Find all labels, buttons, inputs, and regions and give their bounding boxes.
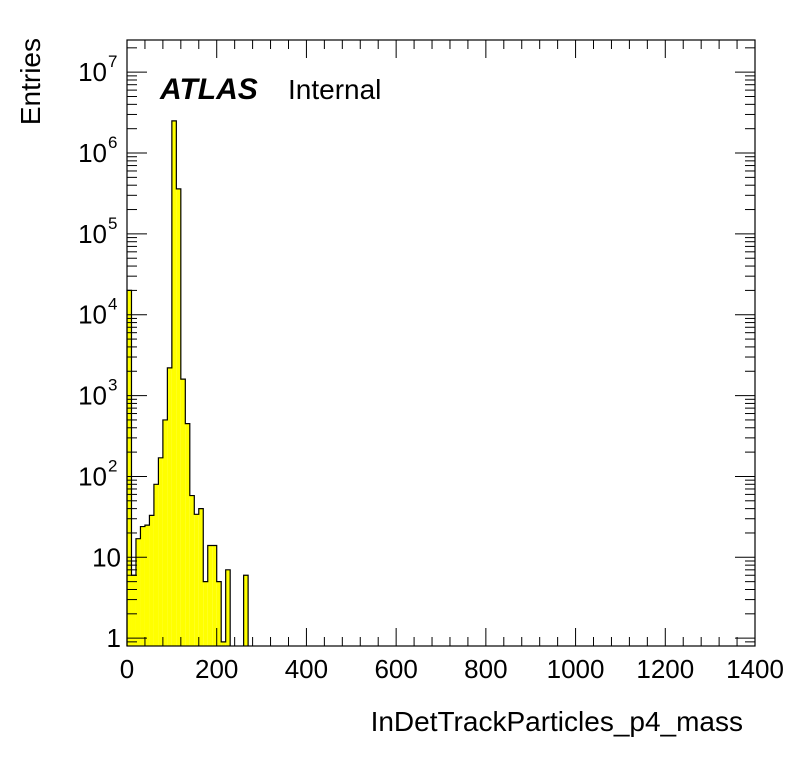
y-tick-label: 10 — [78, 57, 107, 87]
histogram-bar — [243, 575, 249, 646]
histogram-bar — [216, 581, 222, 646]
histogram-bar — [212, 545, 217, 646]
atlas-label: ATLAS — [159, 73, 258, 106]
y-tick-label: 10 — [78, 300, 107, 330]
x-tick-labels: 0 200 400 600 800 1000 1200 1400 — [120, 654, 784, 684]
internal-label: Internal — [288, 74, 381, 105]
histogram-bar — [180, 379, 186, 646]
plot-frame — [126, 39, 756, 647]
y-axis-label: Entries — [15, 38, 46, 125]
histogram-bar — [194, 514, 199, 646]
histogram-bar — [158, 457, 163, 646]
y-tick-exponent: 4 — [108, 295, 117, 314]
histogram-bar — [225, 569, 231, 646]
histogram-bar — [189, 495, 195, 646]
y-tick-exponent: 5 — [108, 214, 117, 233]
y-tick-exponent: 7 — [108, 52, 117, 71]
y-tick-label: 10 — [78, 138, 107, 168]
histogram-bar — [167, 367, 172, 646]
x-tick-label: 1400 — [726, 654, 784, 684]
histogram-bar — [144, 525, 150, 646]
histogram-bar — [221, 641, 226, 646]
histogram-bar — [207, 545, 213, 646]
histogram-bar — [153, 484, 159, 646]
y-tick-exponent: 2 — [108, 456, 117, 475]
y-tick-exponent: 6 — [108, 133, 117, 152]
x-tick-label: 600 — [374, 654, 417, 684]
x-tick-label: 200 — [195, 654, 238, 684]
y-tick-label: 1 — [107, 623, 121, 653]
axis-ticks — [126, 40, 756, 647]
y-tick-label: 10 — [78, 219, 107, 249]
y-tick-exponent: 3 — [108, 376, 117, 395]
x-axis-label: InDetTrackParticles_p4_mass — [371, 706, 743, 737]
x-tick-label: 800 — [464, 654, 507, 684]
y-tick-label: 10 — [78, 381, 107, 411]
histogram-bar — [176, 188, 181, 646]
histogram-bar — [185, 423, 190, 646]
histogram-bar — [135, 538, 141, 646]
x-tick-label: 400 — [285, 654, 328, 684]
histogram-bars — [127, 120, 249, 646]
histogram-bar — [127, 290, 132, 646]
y-tick-label: 10 — [78, 461, 107, 491]
x-tick-label: 1000 — [547, 654, 605, 684]
histogram-bar — [149, 515, 154, 646]
histogram-outline — [126, 120, 249, 646]
histogram-bar — [131, 575, 136, 646]
histogram-bar — [162, 419, 168, 646]
histogram-bar — [171, 120, 177, 646]
histogram-bar — [140, 526, 145, 646]
y-tick-label: 10 — [92, 542, 121, 572]
histogram-bar — [198, 508, 204, 646]
histogram-bar — [203, 581, 208, 646]
x-tick-label: 0 — [120, 654, 134, 684]
x-tick-label: 1200 — [636, 654, 694, 684]
